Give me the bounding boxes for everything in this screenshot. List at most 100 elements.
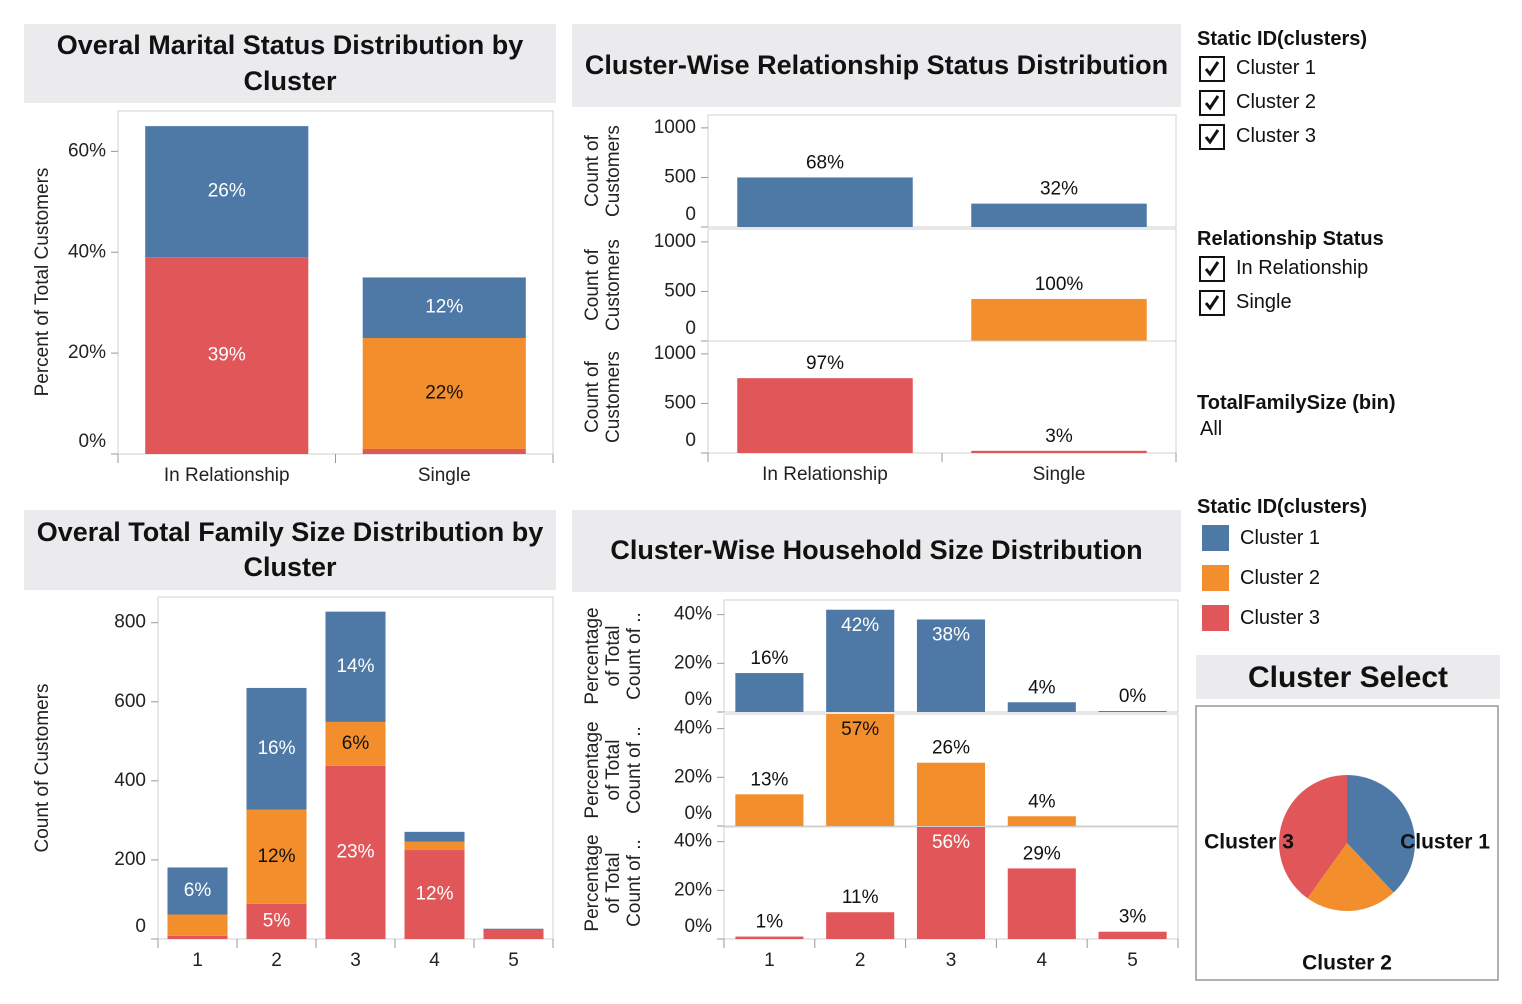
y-tick-label: 20% [674,766,712,787]
bar-segment [483,929,544,939]
data-label: 97% [806,353,844,374]
title-bar [24,24,556,103]
data-label: 5% [263,910,291,931]
x-tick-label: 4 [429,950,440,971]
data-label: 32% [1040,179,1078,200]
chart-title: Overal Total Family Size Distribution by… [36,516,544,582]
data-label: 16% [257,738,295,759]
bar [826,714,895,826]
panel [735,714,1076,826]
check-mark [1204,295,1220,311]
plot-frame [707,114,1177,228]
x-tick-label: 2 [855,950,866,971]
filter-option[interactable]: Cluster 3 [1236,125,1317,147]
bar [826,609,895,712]
data-label: 22% [425,382,463,403]
bar [1007,816,1076,826]
filter-title: Relationship Status [1197,228,1384,250]
y-axis-title: Count of Customers [582,351,624,443]
checkbox[interactable] [1199,90,1225,116]
bar-segment [362,448,526,454]
legend-swatch [1202,525,1229,551]
bar-segment [483,928,544,930]
data-label: 26% [932,738,970,759]
bar-segment [325,765,386,939]
pie-label: Cluster 1 [1400,831,1490,854]
x-tick-label: 5 [1127,950,1138,971]
bar-segment [246,687,307,810]
filter-option[interactable]: In Relationship [1236,257,1369,279]
checkbox[interactable] [1199,56,1225,82]
bar [971,450,1147,453]
title-bar [572,510,1181,592]
filter-option[interactable]: Single [1236,291,1292,313]
pie-slice [1278,775,1347,899]
x-tick-label: In Relationship [164,465,290,486]
panel [735,609,1167,712]
y-axis-title: Percent of Total Customers [31,167,53,397]
bar-segment [145,126,309,258]
title-bar [572,24,1181,107]
checkbox[interactable] [1199,256,1225,282]
pie-slice [1307,843,1394,912]
y-tick-label: 500 [664,166,696,187]
data-label: 57% [841,719,879,740]
y-tick-label: 500 [664,280,696,301]
y-tick-label: 0 [685,430,696,451]
bar-segment [404,831,465,842]
y-tick-label: 20% [674,879,712,900]
x-tick-label: 4 [1037,950,1048,971]
legend-label: Cluster 3 [1240,607,1321,629]
bar-segment [167,867,228,915]
legend-swatch [1202,605,1229,631]
check-mark [1204,61,1220,77]
bar-segment [362,337,526,449]
pie-label: Cluster 2 [1302,952,1392,975]
bar-segment [167,935,228,939]
filter-option[interactable]: Cluster 1 [1236,57,1317,79]
x-tick-label: 1 [192,950,203,971]
panel [735,827,1167,939]
y-tick-label: 0 [685,204,696,225]
panel [737,378,1147,453]
chart-title: Cluster-Wise Household Size Distribution [610,535,1143,566]
filter-value[interactable]: All [1200,418,1223,440]
x-tick-label: Single [1033,464,1086,485]
pie-frame [1195,705,1499,981]
data-label: 6% [342,733,370,754]
y-tick-label: 60% [68,140,106,161]
data-label: 6% [184,880,212,901]
data-label: 39% [208,345,246,366]
x-tick-label: In Relationship [762,464,888,485]
bar [916,762,986,826]
x-tick-label: 3 [350,950,361,971]
bar [735,673,804,712]
data-label: 4% [1028,791,1056,812]
data-label: 42% [841,615,879,636]
bar [916,827,986,939]
data-label: 1% [756,912,784,933]
legend-swatch [1202,565,1229,591]
bar [737,378,913,453]
chart-title: Cluster Select [1247,660,1449,694]
y-tick-label: 1000 [654,343,696,364]
legend-label: Cluster 2 [1240,567,1321,589]
checkbox[interactable] [1199,124,1225,150]
check-mark [1204,261,1220,277]
data-label: 38% [932,624,970,645]
data-label: 3% [1119,907,1147,928]
bar [735,794,804,826]
check-mark [1204,129,1220,145]
y-tick-label: 0 [685,318,696,339]
checkbox[interactable] [1199,290,1225,316]
y-tick-label: 200 [114,849,146,870]
x-tick-label: 5 [508,950,519,971]
bar-segment [362,277,526,338]
panel [971,298,1147,341]
y-axis-title: Count of Customers [582,125,624,217]
data-label: 12% [425,297,463,318]
filter-option[interactable]: Cluster 2 [1236,91,1317,113]
data-label: 100% [1035,274,1084,295]
y-tick-label: 20% [68,342,106,363]
